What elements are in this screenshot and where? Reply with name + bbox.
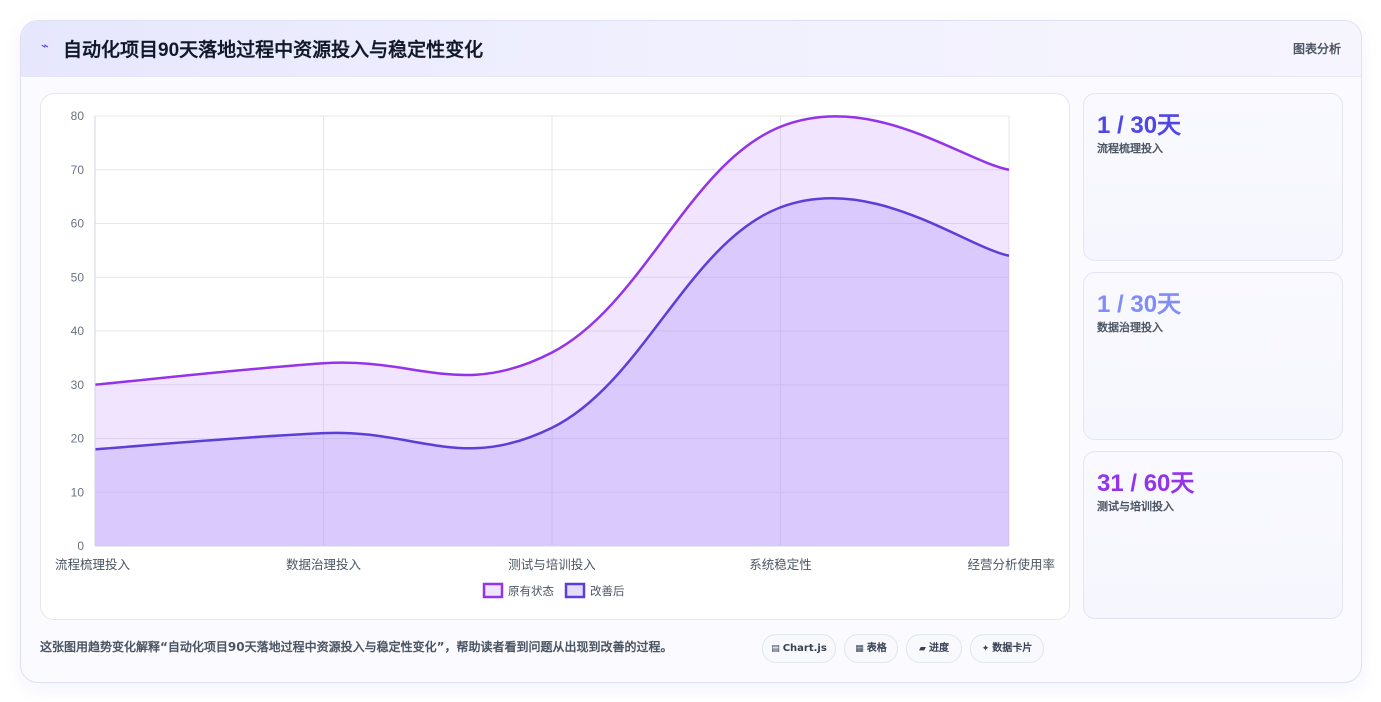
chart-card: ⌁ 自动化项目90天落地过程中资源投入与稳定性变化 图表分析 0 10 20 30 40… [20, 20, 1362, 683]
chart-icon: ▤ [771, 644, 780, 654]
chip-label: 进度 [928, 643, 949, 654]
stat-card-2: 1 / 30天 数据治理投入 [1083, 272, 1343, 440]
stat-value: 1 / 30天 [1097, 291, 1182, 318]
y-tick-label: 60 [71, 217, 85, 231]
sparkle-icon: ✦ [981, 644, 990, 654]
series-area-1 [95, 116, 1009, 547]
series-line-2 [94, 197, 1010, 451]
stat-value: 1 / 30天 [1097, 112, 1182, 139]
area-chart: 0 10 20 30 40 50 60 70 80 流程梳理投入 数据治理投入 测试与培训投入 系统稳定… [55, 109, 1055, 599]
stat-label: 流程梳理投入 [1097, 142, 1163, 155]
chart-panel: 0 10 20 30 40 50 60 70 80 流程梳理投入 数据治理投入 测试与培训投入 系统稳定… [40, 93, 1070, 620]
y-tick-label: 70 [71, 163, 85, 177]
x-tick-label: 测试与培训投入 [508, 557, 596, 572]
chip-data-card[interactable]: ✦ 数据卡片 [970, 634, 1044, 663]
y-tick-label: 10 [71, 485, 85, 499]
card-header: ⌁ 自动化项目90天落地过程中资源投入与稳定性变化 图表分析 [21, 21, 1361, 77]
trend-icon: ⌁ [41, 39, 49, 54]
chip-label: 数据卡片 [992, 643, 1033, 654]
series-line-1 [94, 115, 1010, 386]
stat-card-1: 1 / 30天 流程梳理投入 [1083, 93, 1343, 261]
chart-description: 这张图用趋势变化解释“自动化项目90天落地过程中资源投入与稳定性变化”，帮助读者… [40, 640, 673, 654]
x-tick-label: 经营分析使用率 [967, 557, 1055, 572]
stat-label: 测试与培训投入 [1097, 500, 1174, 513]
chip-label: 表格 [866, 643, 887, 654]
chart-analysis-tag[interactable]: 图表分析 [1292, 42, 1341, 56]
y-tick-label: 80 [71, 109, 85, 123]
chip-progress[interactable]: ▰ 进度 [906, 634, 962, 663]
legend-label-2: 改善后 [590, 584, 625, 598]
y-tick-label: 20 [71, 432, 85, 446]
chip-chartjs[interactable]: ▤ Chart.js [762, 634, 836, 663]
chip-table[interactable]: ▦ 表格 [844, 634, 898, 663]
x-tick-label: 流程梳理投入 [55, 557, 131, 572]
table-icon: ▦ [855, 644, 864, 654]
x-tick-label: 系统稳定性 [749, 557, 812, 572]
legend-label-1: 原有状态 [508, 584, 554, 598]
chip-label: Chart.js [782, 643, 827, 654]
y-tick-label: 30 [71, 378, 85, 392]
x-tick-label: 数据治理投入 [286, 557, 362, 572]
y-tick-label: 0 [77, 539, 84, 553]
legend-swatch-1 [482, 582, 504, 599]
progress-icon: ▰ [919, 644, 926, 654]
y-tick-label: 50 [71, 270, 85, 284]
legend-swatch-2 [564, 582, 586, 599]
y-tick-label: 40 [71, 324, 85, 338]
page-title: 自动化项目90天落地过程中资源投入与稳定性变化 [63, 40, 484, 61]
stat-value: 31 / 60天 [1097, 470, 1195, 497]
stat-label: 数据治理投入 [1097, 321, 1163, 334]
stat-card-3: 31 / 60天 测试与培训投入 [1083, 451, 1343, 619]
series-area-2 [95, 198, 1009, 546]
